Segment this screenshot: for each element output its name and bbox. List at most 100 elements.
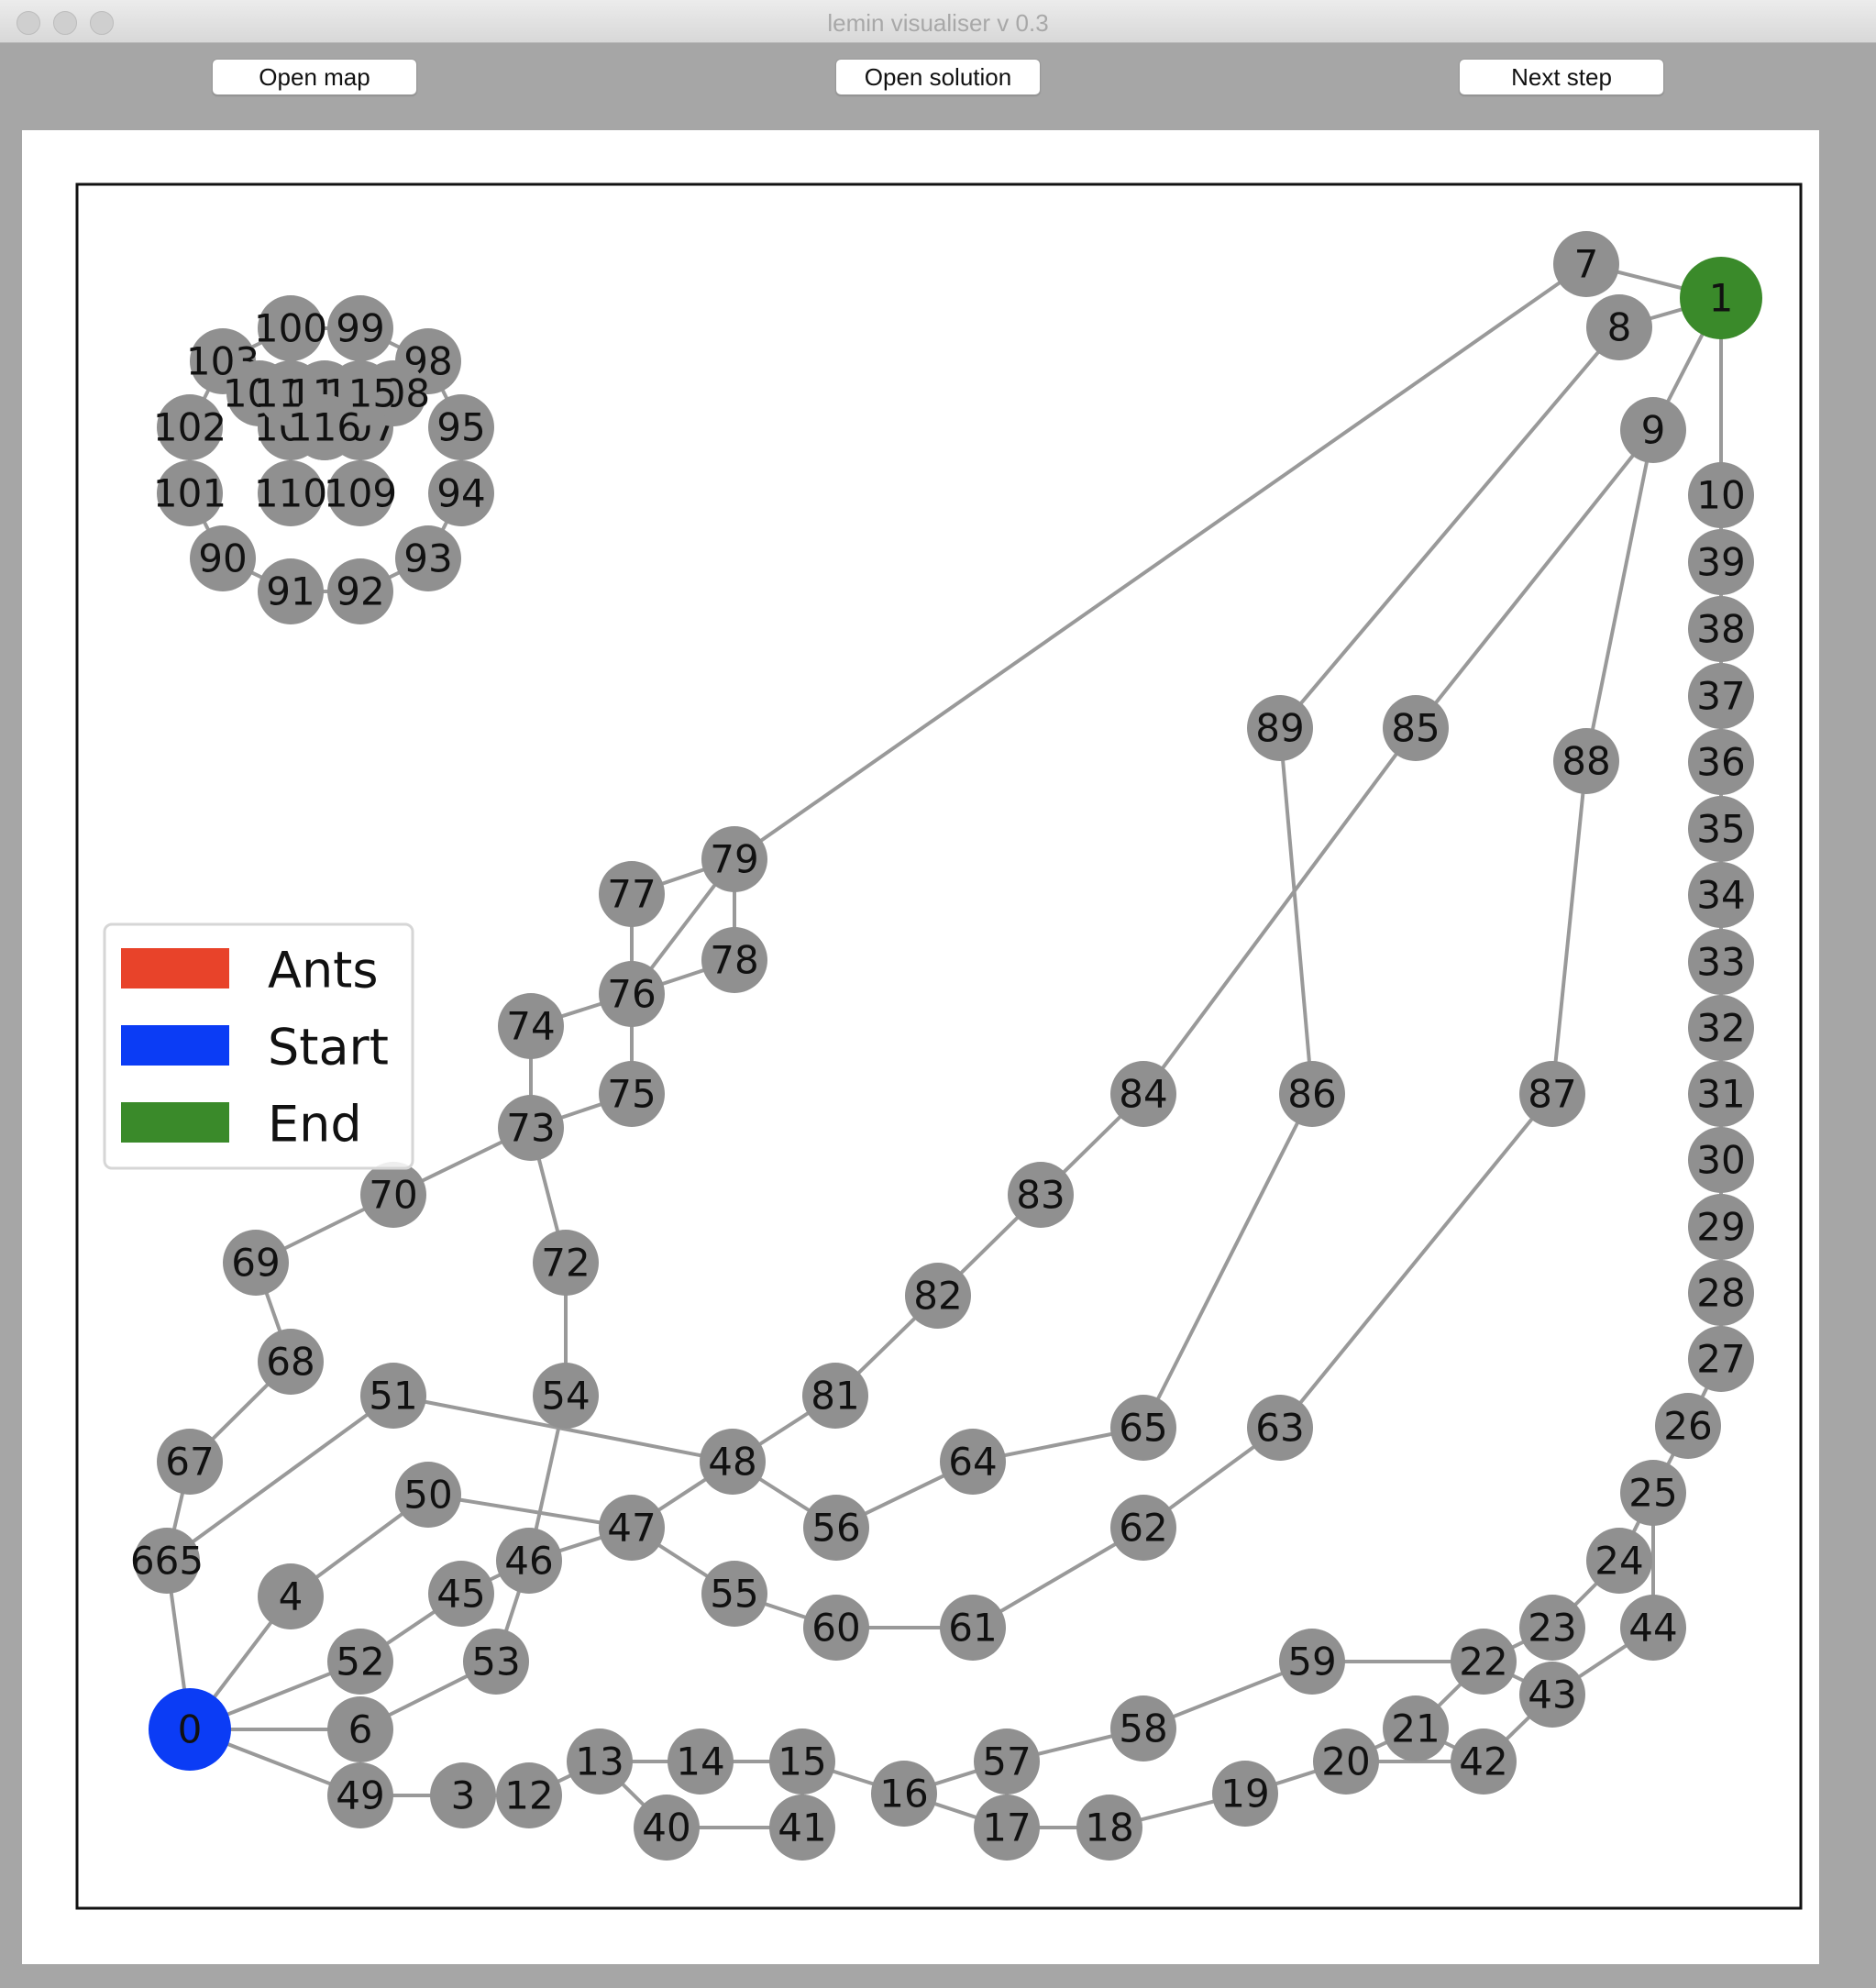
room-32: 32: [1688, 995, 1754, 1061]
room-node: [533, 1230, 599, 1296]
room-node: [1688, 995, 1754, 1061]
room-label: 29: [1696, 1205, 1745, 1250]
room-label: 21: [1391, 1706, 1440, 1751]
room-label: 110: [254, 471, 327, 516]
room-label: 14: [676, 1740, 724, 1784]
room-label: 60: [811, 1606, 860, 1651]
link-63-87: [1278, 1092, 1554, 1430]
room-37: 37: [1688, 663, 1754, 729]
room-node: [190, 525, 256, 591]
link-665-51: [165, 1394, 395, 1563]
room-44: 44: [1620, 1595, 1686, 1661]
room-84: 84: [1110, 1061, 1176, 1127]
room-label: 61: [948, 1606, 997, 1651]
room-node: [428, 1561, 494, 1627]
room-node: [157, 394, 223, 460]
room-node: [1688, 796, 1754, 862]
next-step-button[interactable]: Next step: [1459, 59, 1664, 95]
room-label: 94: [436, 471, 485, 516]
room-node: [1383, 695, 1449, 761]
room-label: 48: [708, 1440, 756, 1485]
room-node: [428, 394, 494, 460]
room-label: 86: [1287, 1072, 1336, 1117]
room-19: 19: [1212, 1761, 1278, 1827]
room-node: [1586, 1528, 1652, 1594]
room-72: 72: [533, 1230, 599, 1296]
room-node: [802, 1363, 868, 1429]
room-49: 49: [327, 1762, 393, 1828]
room-node: [327, 295, 393, 361]
room-node: [1620, 1595, 1686, 1661]
room-115: 115: [324, 360, 397, 426]
room-21: 21: [1383, 1695, 1449, 1762]
room-label: 77: [607, 872, 656, 917]
room-label: 76: [607, 972, 656, 1017]
room-node: [1688, 529, 1754, 595]
close-window-button[interactable]: [17, 11, 40, 35]
room-22: 22: [1451, 1629, 1517, 1695]
room-label: 37: [1696, 674, 1745, 719]
room-label: 101: [153, 471, 226, 516]
room-node: [428, 460, 494, 526]
room-59: 59: [1279, 1629, 1345, 1695]
room-node: [1076, 1795, 1142, 1861]
room-node: [430, 1762, 496, 1828]
zoom-window-button[interactable]: [90, 11, 114, 35]
room-label: 72: [541, 1241, 590, 1286]
room-53: 53: [463, 1629, 529, 1695]
room-85: 85: [1383, 695, 1449, 761]
room-95: 95: [428, 394, 494, 460]
room-label: 52: [336, 1640, 384, 1684]
legend-label-ants: Ants: [268, 942, 378, 1000]
room-36: 36: [1688, 729, 1754, 795]
room-node: [395, 1462, 461, 1528]
room-label: 79: [710, 837, 758, 882]
room-node: [940, 1595, 1006, 1661]
room-24: 24: [1586, 1528, 1652, 1594]
open-solution-button[interactable]: Open solution: [835, 59, 1041, 95]
room-34: 34: [1688, 862, 1754, 928]
room-label: 69: [231, 1241, 280, 1286]
room-3: 3: [430, 1762, 496, 1828]
room-node: [533, 1363, 599, 1429]
room-node: [567, 1728, 633, 1795]
room-17: 17: [974, 1795, 1040, 1861]
graph-canvas: 0 1 3 4 6 7 8 9 10 12 13 14 15 16 17 18 19 20 21 22 23 24 25 26…: [22, 130, 1819, 1964]
room-78: 78: [701, 927, 767, 993]
room-30: 30: [1688, 1127, 1754, 1193]
room-69: 69: [223, 1230, 289, 1296]
room-node: [871, 1761, 937, 1827]
room-label: 1: [1709, 276, 1734, 321]
room-68: 68: [258, 1329, 324, 1395]
room-14: 14: [668, 1728, 734, 1795]
room-82: 82: [905, 1263, 971, 1329]
room-node: [1688, 1061, 1754, 1127]
link-89-8: [1278, 326, 1621, 730]
room-node: [327, 1629, 393, 1695]
minimize-window-button[interactable]: [53, 11, 77, 35]
room-node: [701, 826, 767, 892]
room-58: 58: [1110, 1695, 1176, 1762]
open-map-button[interactable]: Open map: [212, 59, 417, 95]
room-node: [258, 1329, 324, 1395]
room-102: 102: [153, 394, 226, 460]
room-node: [1247, 695, 1313, 761]
room-52: 52: [327, 1629, 393, 1695]
room-label: 44: [1628, 1606, 1677, 1651]
room-node: [1212, 1761, 1278, 1827]
room-node: [327, 460, 393, 526]
room-node: [599, 1061, 665, 1127]
link-87-88: [1550, 760, 1588, 1095]
room-label: 62: [1119, 1506, 1167, 1551]
room-node: [769, 1795, 835, 1861]
room-label: 89: [1255, 706, 1304, 751]
room-13: 13: [567, 1728, 633, 1795]
room-label: 87: [1528, 1072, 1576, 1117]
room-76: 76: [599, 961, 665, 1027]
room-node: [498, 993, 564, 1059]
room-node: [701, 1561, 767, 1627]
room-label: 95: [436, 405, 485, 450]
room-label: 88: [1561, 739, 1610, 784]
room-label: 81: [811, 1374, 859, 1419]
